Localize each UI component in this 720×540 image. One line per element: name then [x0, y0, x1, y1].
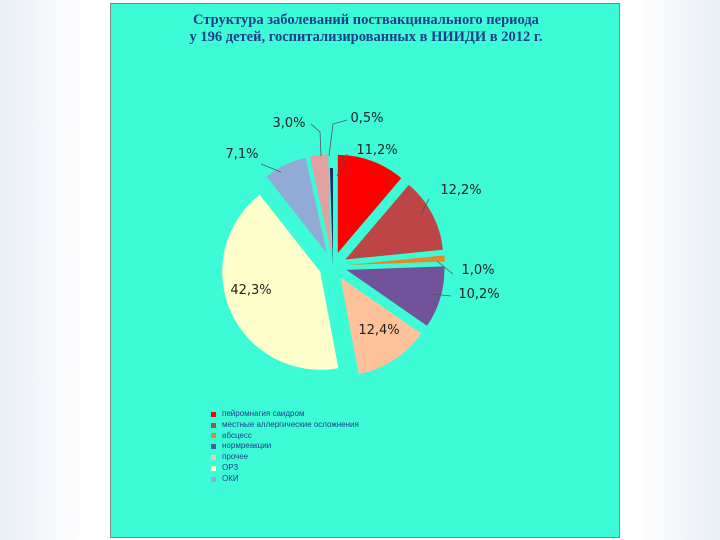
data-label-7: 7,1% [225, 147, 258, 162]
legend-label: абсцесс [222, 430, 252, 440]
chart-title-line-1: Структура заболеваний поствакцинального … [193, 12, 539, 28]
legend-label: нормреакции [222, 441, 272, 451]
legend-label: ОКИ [222, 473, 239, 483]
pie-slice-6 [222, 194, 339, 370]
data-label-5: 12,4% [358, 323, 399, 338]
legend-item-2: местные аллергические осложнения [211, 420, 521, 431]
pie-slice-1 [337, 154, 402, 253]
legend: пейромнагия саидром местные аллергические… [211, 409, 521, 485]
legend-label: местные аллергические осложнения [222, 419, 359, 429]
legend-item-7: ОКИ [211, 474, 521, 485]
legend-item-1: пейромнагия саидром [211, 409, 521, 420]
legend-swatch [211, 422, 216, 428]
leader-line-1 [336, 153, 348, 177]
data-label-8: 3,0% [272, 116, 305, 131]
chart-panel: Структура заболеваний поствакцинального … [110, 3, 620, 538]
legend-swatch [211, 465, 216, 471]
chart-title-line-2: у 196 детей, госпитализированных в НИИДИ… [189, 29, 543, 45]
pie-slice-7 [266, 157, 327, 254]
leader-line-2 [420, 198, 430, 215]
legend-label: ОРЗ [222, 462, 239, 472]
data-label-2: 12,2% [440, 183, 481, 198]
legend-item-5: прочее [211, 452, 521, 463]
data-label-4: 10,2% [458, 287, 499, 302]
legend-swatch [211, 411, 216, 417]
leader-line-8 [310, 123, 322, 157]
pie-slices [222, 154, 445, 375]
pie-slice-2 [345, 184, 443, 260]
legend-item-4: нормреакции [211, 441, 521, 452]
pie-slice-9 [329, 168, 333, 266]
pie-slice-5 [340, 277, 422, 375]
legend-label: пейромнагия саидром [222, 409, 305, 418]
leader-line-4 [430, 293, 452, 297]
data-labels: 11,2% 12,2% 1,0% 10,2% 12,4% 42,3% 7,1% 3,0% 0,5… [225, 111, 499, 338]
data-label-9: 0,5% [350, 111, 383, 126]
legend-swatch [211, 476, 216, 482]
legend-item-6: ОРЗ [211, 463, 521, 474]
pie-slice-8 [309, 154, 332, 253]
chart-title: Структура заболеваний поствакцинального … [111, 12, 621, 46]
data-label-6: 42,3% [230, 283, 271, 298]
legend-label: прочее [222, 452, 249, 462]
leader-line-9 [328, 119, 348, 157]
pie-slice-4 [346, 266, 445, 326]
leader-line-3 [436, 260, 454, 275]
legend-swatch [211, 444, 216, 450]
data-label-1: 11,2% [356, 143, 397, 158]
pie-slice-3 [346, 255, 445, 266]
legend-swatch [211, 455, 216, 461]
legend-swatch [211, 433, 216, 439]
data-label-3: 1,0% [461, 263, 494, 278]
legend-item-3: абсцесс [211, 431, 521, 442]
pie-chart: 11,2% 12,2% 1,0% 10,2% 12,4% 42,3% 7,1% 3,0% 0,5… [222, 111, 500, 375]
leader-line-7 [260, 163, 282, 173]
leader-lines [260, 119, 454, 297]
